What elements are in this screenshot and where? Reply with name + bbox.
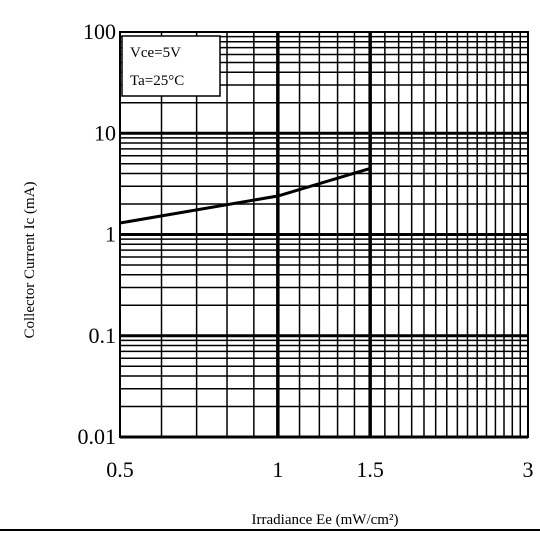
bottom-rule <box>0 529 540 531</box>
y-tick-label: 0.1 <box>89 323 117 348</box>
y-tick-label: 100 <box>83 19 116 44</box>
x-tick-label: 0.5 <box>106 457 134 482</box>
x-tick-labels: 0.5 1 1.5 3 <box>106 457 533 482</box>
y-tick-label: 1 <box>105 222 116 247</box>
x-tick-label: 1.5 <box>356 457 384 482</box>
plot-frame <box>119 31 529 438</box>
series-line <box>119 166 371 225</box>
y-tick-labels: 0.01 0.1 1 10 100 <box>78 19 117 449</box>
x-tick-label: 1 <box>272 457 283 482</box>
x-axis-title: Irradiance Ee (mW/cm²) <box>252 512 399 528</box>
x-tick-label: 3 <box>523 457 534 482</box>
y-axis-title: Collector Current Ic (mA) <box>22 181 38 338</box>
legend-annotation-vce: Vce=5V <box>130 45 181 61</box>
y-tick-label: 10 <box>94 120 116 145</box>
legend-annotation-ta: Ta=25°C <box>130 73 184 89</box>
y-tick-label: 0.01 <box>78 424 117 449</box>
legend-box: Vce=5V Ta=25°C <box>121 35 221 97</box>
series-layer <box>119 166 371 225</box>
